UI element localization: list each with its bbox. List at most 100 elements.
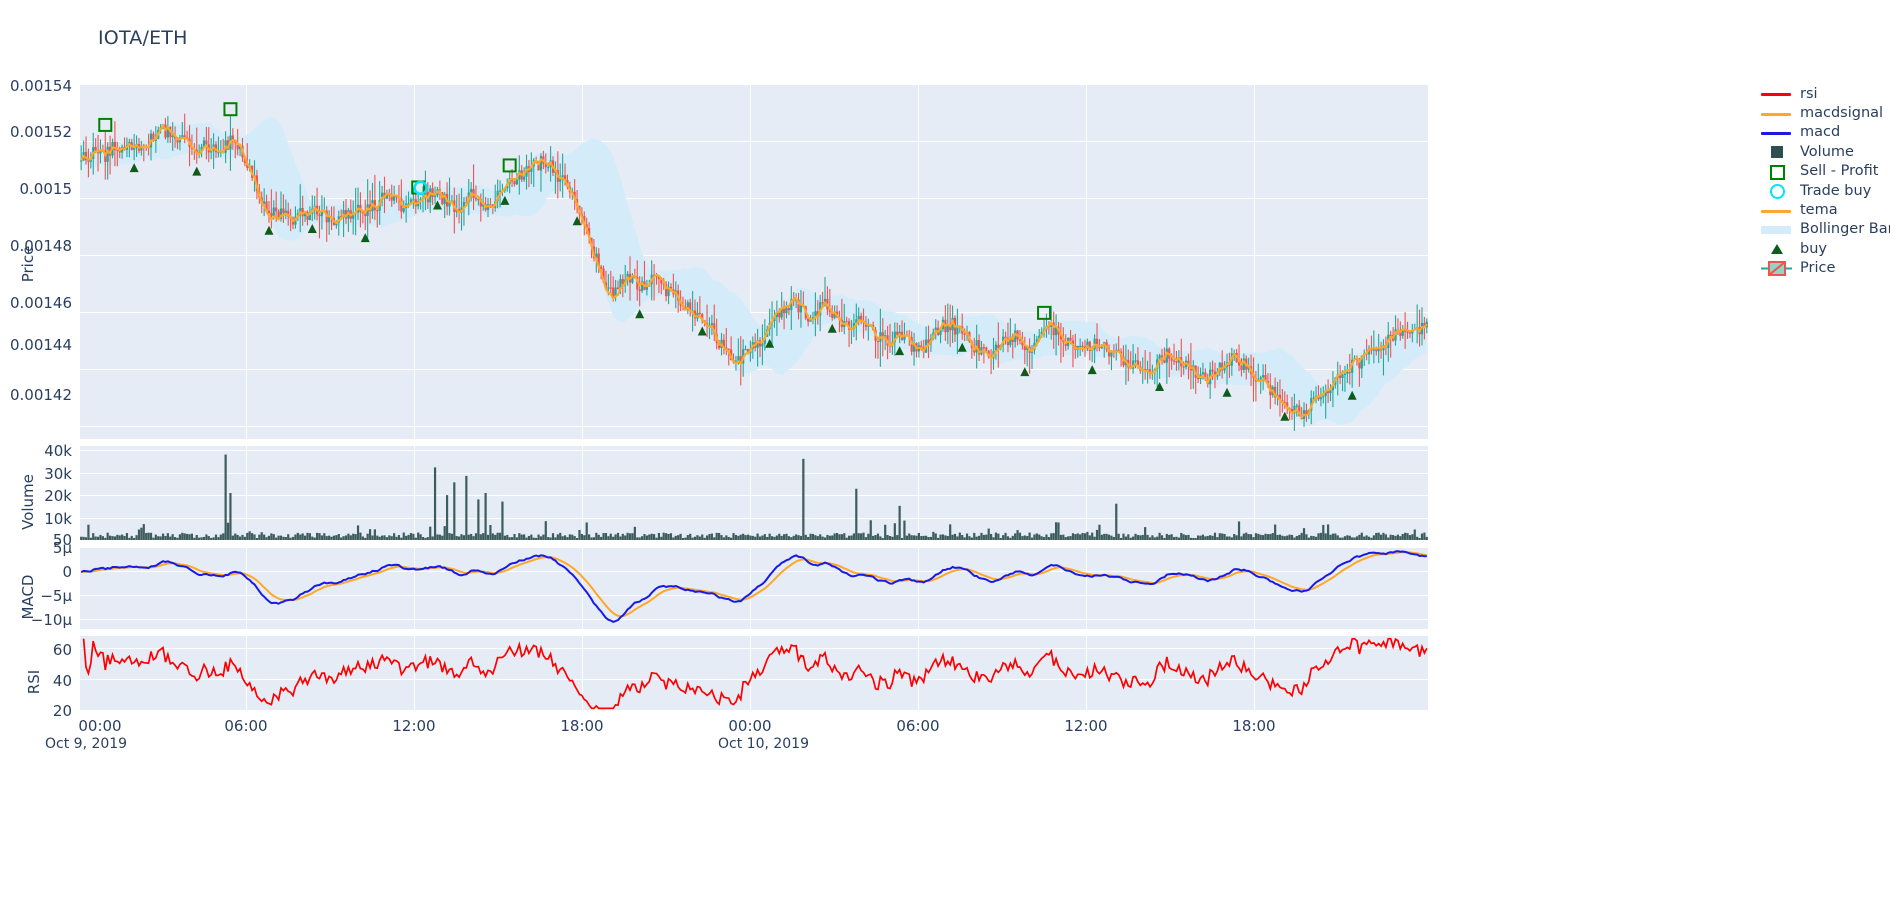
legend-item-macdsignal[interactable]: macdsignal (1760, 103, 1890, 122)
gridline-v (1086, 446, 1087, 540)
legend-label: Price (1800, 260, 1836, 277)
x-tick: 00:00 (728, 717, 772, 735)
page-title: IOTA/ETH (98, 27, 188, 49)
gridline-v (1254, 547, 1255, 629)
gridline-h (80, 547, 1428, 548)
gridline-v (414, 84, 415, 439)
chart-legend: rsi macdsignal macd Volume Sell - Profit… (1760, 84, 1890, 278)
volume-ytick: 40k (44, 442, 72, 460)
gridline-v (582, 446, 583, 540)
x-tick: 06:00 (224, 717, 268, 735)
legend-item-sell-profit[interactable]: Sell - Profit (1760, 162, 1890, 181)
band-swatch-icon (1760, 220, 1794, 239)
legend-label: Bollinger Band (1800, 221, 1890, 238)
candlestick-swatch-icon (1760, 259, 1794, 278)
gridline-v (582, 636, 583, 711)
gridline-h (80, 255, 1428, 256)
tema-line-series (80, 123, 1428, 419)
price-ytick: 0.00154 (9, 77, 72, 95)
legend-label: Sell - Profit (1800, 163, 1879, 180)
open-circle-swatch-icon (1760, 181, 1794, 200)
triangle-up-swatch-icon (1760, 239, 1794, 258)
volume-ytick: 50 (52, 531, 72, 549)
gridline-h (80, 450, 1428, 451)
line-swatch-icon (1760, 201, 1794, 220)
price-ytick: 0.00152 (9, 123, 72, 141)
gridline-h (80, 648, 1428, 649)
gridline-v (750, 636, 751, 711)
gridline-v (246, 84, 247, 439)
gridline-v (414, 446, 415, 540)
x-tick: 18:00 (1232, 717, 1276, 735)
gridline-h (80, 495, 1428, 496)
macd-ytick: 5µ (52, 539, 72, 557)
volume-plot-area (80, 446, 1428, 540)
line-swatch-icon (1760, 104, 1794, 123)
trade-markers-series (98, 102, 1357, 421)
legend-item-rsi[interactable]: rsi (1760, 84, 1890, 103)
x-tick: 18:00 (560, 717, 604, 735)
macd-ytick: −5µ (40, 587, 72, 605)
volume-ytick: 10k (44, 510, 72, 528)
gridline-h (80, 619, 1428, 620)
legend-label: Volume (1800, 143, 1854, 160)
gridline-h (80, 710, 1428, 711)
gridline-h (80, 198, 1428, 199)
x-tick: 12:00 (392, 717, 436, 735)
gridline-v (582, 84, 583, 439)
gridline-v (414, 636, 415, 711)
gridline-h (80, 679, 1428, 680)
macd-ytick: 0 (62, 563, 72, 581)
legend-item-macd[interactable]: macd (1760, 123, 1890, 142)
gridline-h (80, 571, 1428, 572)
filled-square-swatch-icon (1760, 142, 1794, 161)
rsi-ytick: 40 (52, 672, 72, 690)
legend-item-price[interactable]: Price (1760, 259, 1890, 278)
gridline-v (246, 547, 247, 629)
gridline-h (80, 539, 1428, 540)
legend-item-tema[interactable]: tema (1760, 200, 1890, 219)
legend-label: macdsignal (1800, 105, 1884, 122)
legend-item-bollinger-band[interactable]: Bollinger Band (1760, 220, 1890, 239)
price-ytick: 0.00144 (9, 336, 72, 354)
x-tick: 00:00 (78, 717, 122, 735)
volume-ytick: 30k (44, 465, 72, 483)
volume-ytick: 20k (44, 487, 72, 505)
gridline-v (1254, 636, 1255, 711)
gridline-v (414, 547, 415, 629)
legend-label: rsi (1800, 85, 1818, 102)
legend-item-buy[interactable]: buy (1760, 239, 1890, 258)
legend-item-volume[interactable]: Volume (1760, 142, 1890, 161)
gridline-v (1086, 547, 1087, 629)
price-ytick: 0.0015 (19, 180, 73, 198)
gridline-v (246, 636, 247, 711)
gridline-v (918, 446, 919, 540)
volume-bar-series (80, 454, 1428, 540)
x-tick: 12:00 (1064, 717, 1108, 735)
macd-ytick: −10µ (30, 611, 72, 629)
gridline-v (918, 547, 919, 629)
gridline-h (80, 141, 1428, 142)
gridline-v (750, 446, 751, 540)
rsi-ytick: 60 (52, 641, 72, 659)
line-swatch-icon (1760, 123, 1794, 142)
legend-label: buy (1800, 240, 1827, 257)
rsi-line-series (82, 637, 1428, 710)
price-ytick: 0.00142 (9, 386, 72, 404)
legend-label: macd (1800, 124, 1841, 141)
gridline-v (1254, 446, 1255, 540)
price-candlestick-series (80, 113, 1428, 431)
gridline-v (750, 84, 751, 439)
gridline-v (918, 84, 919, 439)
macd-line-series (80, 550, 1427, 623)
gridline-v (246, 446, 247, 540)
bollinger-band-series (81, 116, 1427, 427)
gridline-v (918, 636, 919, 711)
legend-label: tema (1800, 202, 1838, 219)
gridline-h (80, 312, 1428, 313)
macd-plot-area (80, 547, 1428, 629)
legend-item-trade-buy[interactable]: Trade buy (1760, 181, 1890, 200)
gridline-v (750, 547, 751, 629)
rsi-ytick: 20 (52, 702, 72, 720)
